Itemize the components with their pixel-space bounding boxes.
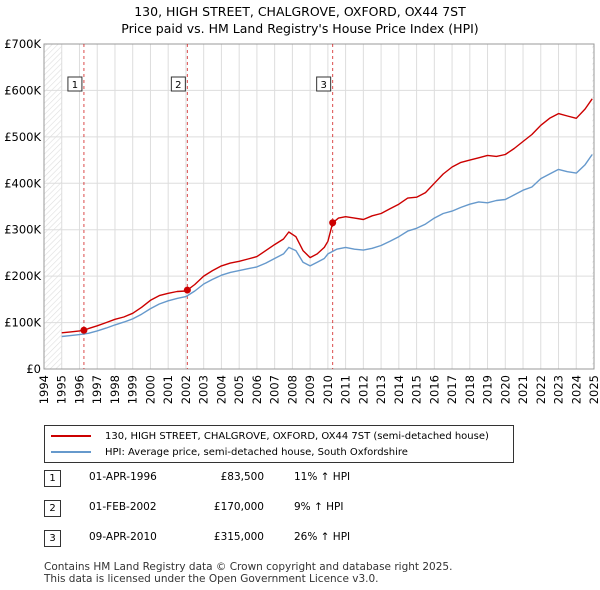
x-tick-label: 1998 <box>108 375 122 404</box>
x-tick-label: 2014 <box>392 375 406 404</box>
y-tick-label: £400K <box>4 176 41 190</box>
y-tick-label: £200K <box>4 269 41 283</box>
x-tick-label: 2024 <box>569 375 583 404</box>
sale-row: 3 09-APR-2010 £315,000 26% ↑ HPI <box>44 528 484 548</box>
chart-legend: 130, HIGH STREET, CHALGROVE, OXFORD, OX4… <box>44 425 514 463</box>
hpi-series-line <box>61 154 593 338</box>
sale-hpi-diff: 11% ↑ HPI <box>294 471 351 483</box>
sale-number-badge: 1 <box>44 470 61 487</box>
x-tick-label: 2004 <box>214 375 228 404</box>
x-tick-label: 2019 <box>481 375 495 404</box>
x-tick-label: 1994 <box>37 375 51 404</box>
x-tick-label: 2016 <box>427 375 441 404</box>
x-tick-label: 2000 <box>143 375 157 404</box>
sale-point <box>183 286 191 294</box>
x-tick-label: 2002 <box>179 375 193 404</box>
footer-copyright: Contains HM Land Registry data © Crown c… <box>44 561 453 573</box>
chart-title-subtitle: Price paid vs. HM Land Registry's House … <box>121 21 479 36</box>
hatch-region-end <box>592 44 594 369</box>
sale-date: 01-FEB-2002 <box>89 501 157 513</box>
sale-price: £315,000 <box>213 531 264 543</box>
x-tick-label: 2011 <box>339 375 353 404</box>
x-tick-label: 1999 <box>126 375 140 404</box>
x-tick-label: 2012 <box>356 375 370 404</box>
footer-attribution: Contains HM Land Registry data © Crown c… <box>44 561 452 585</box>
x-tick-label: 2003 <box>197 375 211 404</box>
sale-label-box <box>170 76 186 92</box>
x-tick-label: 2020 <box>498 375 512 404</box>
legend-swatch-hpi <box>51 451 91 453</box>
sale-price: £83,500 <box>220 471 264 483</box>
sale-date: 09-APR-2010 <box>89 531 157 543</box>
x-tick-label: 2025 <box>587 375 600 404</box>
x-tick-label: 2008 <box>285 375 299 404</box>
legend-label-property: 130, HIGH STREET, CHALGROVE, OXFORD, OX4… <box>105 430 489 442</box>
sale-label-box <box>67 76 83 92</box>
x-tick-label: 2009 <box>303 375 317 404</box>
y-tick-label: £700K <box>4 37 41 51</box>
sale-point <box>329 219 337 227</box>
legend-swatch-property <box>51 435 91 437</box>
legend-item-property: 130, HIGH STREET, CHALGROVE, OXFORD, OX4… <box>51 429 489 443</box>
sale-date: 01-APR-1996 <box>89 471 157 483</box>
sale-number-badge: 3 <box>44 530 61 547</box>
y-tick-label: £600K <box>4 83 41 97</box>
sale-label-number: 1 <box>72 80 78 91</box>
x-tick-label: 2010 <box>321 375 335 404</box>
y-tick-label: £300K <box>4 223 41 237</box>
chart-title-address: 130, HIGH STREET, CHALGROVE, OXFORD, OX4… <box>134 4 466 19</box>
y-tick-label: £100K <box>4 316 41 330</box>
sale-label-number: 3 <box>320 80 326 91</box>
price-chart: £0 £100K £200K £300K £400K £500K £600K £700K 199… <box>4 37 600 404</box>
sale-number-badge: 2 <box>44 500 61 517</box>
property-series-line <box>61 98 593 334</box>
x-tick-label: 2013 <box>374 375 388 404</box>
x-tick-label: 2006 <box>250 375 264 404</box>
x-tick-label: 2023 <box>552 375 566 404</box>
footer-licence: This data is licensed under the Open Gov… <box>44 573 379 585</box>
sale-label-number: 2 <box>175 80 181 91</box>
sale-hpi-diff: 9% ↑ HPI <box>294 501 344 513</box>
x-tick-label: 2001 <box>161 375 175 404</box>
sale-row: 1 01-APR-1996 £83,500 11% ↑ HPI <box>44 468 484 488</box>
y-tick-label: £0 <box>26 362 41 376</box>
x-tick-label: 2005 <box>232 375 246 404</box>
x-tick-label: 2017 <box>445 375 459 404</box>
legend-label-hpi: HPI: Average price, semi-detached house,… <box>105 446 408 458</box>
x-tick-label: 2015 <box>410 375 424 404</box>
sale-point <box>80 326 88 334</box>
x-tick-label: 1996 <box>72 375 86 404</box>
hatch-region-start <box>44 44 62 369</box>
x-tick-label: 1995 <box>55 375 69 404</box>
sale-label-box <box>316 76 332 92</box>
plot-frame <box>43 43 595 370</box>
x-tick-label: 2007 <box>268 375 282 404</box>
x-tick-label: 1997 <box>90 375 104 404</box>
x-tick-label: 2022 <box>534 375 548 404</box>
x-tick-label: 2021 <box>516 375 530 404</box>
sale-price: £170,000 <box>213 501 264 513</box>
sale-hpi-diff: 26% ↑ HPI <box>294 531 351 543</box>
x-tick-label: 2018 <box>463 375 477 404</box>
legend-item-hpi: HPI: Average price, semi-detached house,… <box>51 445 408 459</box>
y-tick-label: £500K <box>4 130 41 144</box>
sale-row: 2 01-FEB-2002 £170,000 9% ↑ HPI <box>44 498 484 518</box>
